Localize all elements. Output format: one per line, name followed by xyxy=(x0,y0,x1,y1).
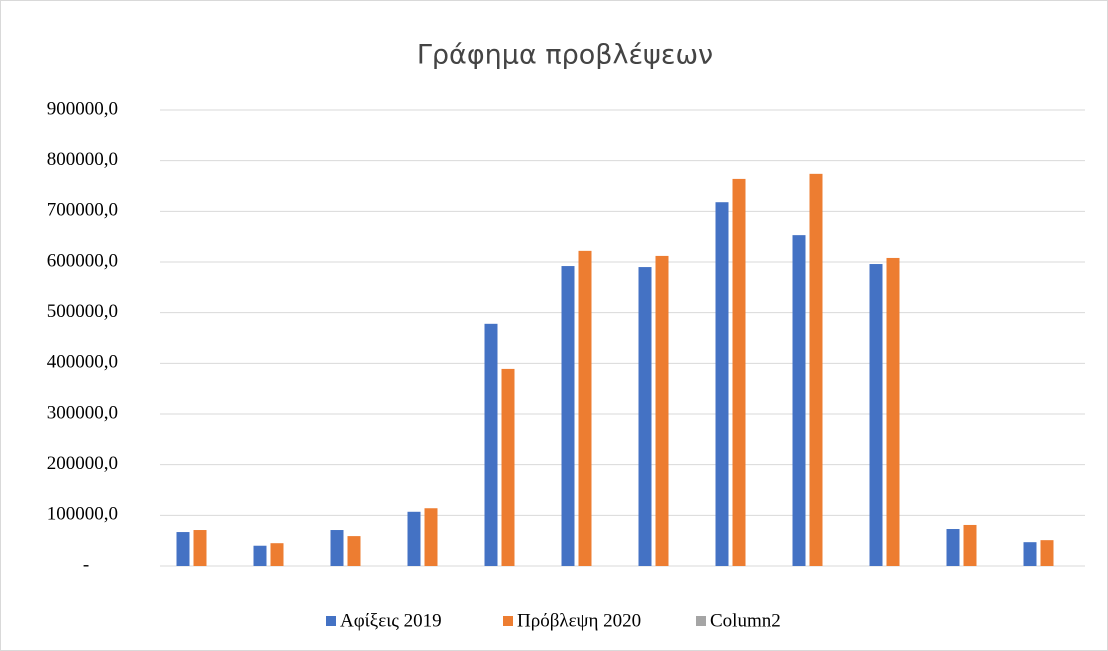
bar xyxy=(1023,542,1037,566)
legend-swatch xyxy=(696,616,706,626)
y-tick-label: 300000,0 xyxy=(47,402,118,423)
bar xyxy=(253,545,267,566)
legend-swatch xyxy=(503,616,513,626)
y-tick-label: 200000,0 xyxy=(47,453,118,474)
bar xyxy=(886,257,900,566)
bar xyxy=(578,250,592,566)
y-tick-label: 500000,0 xyxy=(47,301,118,322)
bar xyxy=(809,173,823,566)
bar xyxy=(424,508,438,566)
bar xyxy=(963,524,977,566)
bar xyxy=(792,235,806,566)
bar xyxy=(561,266,575,566)
bar xyxy=(270,543,284,566)
bar xyxy=(501,368,515,566)
legend-swatch xyxy=(326,616,336,626)
y-tick-label: 900000,0 xyxy=(47,98,118,119)
bar xyxy=(407,511,421,566)
bar xyxy=(732,178,746,566)
bar xyxy=(193,530,207,566)
legend-label: Αφίξεις 2019 xyxy=(340,610,442,631)
y-tick-label: 800000,0 xyxy=(47,149,118,170)
bar xyxy=(655,255,669,567)
y-tick-label: 100000,0 xyxy=(47,504,118,525)
bar xyxy=(176,532,190,566)
chart-title: Γράφημα προβλέψεων xyxy=(417,40,713,71)
bar xyxy=(484,323,498,566)
y-tick-label: 700000,0 xyxy=(47,200,118,221)
bar xyxy=(347,536,361,566)
y-tick-label: - xyxy=(83,554,89,575)
bar xyxy=(638,267,652,566)
bar xyxy=(946,529,960,566)
y-tick-label: 600000,0 xyxy=(47,250,118,271)
bar xyxy=(715,202,729,567)
bar xyxy=(1040,540,1054,566)
bar xyxy=(869,264,883,566)
bar xyxy=(330,530,344,566)
legend-label: Πρόβλεψη 2020 xyxy=(517,610,641,631)
legend-label: Column2 xyxy=(710,610,781,631)
y-tick-label: 400000,0 xyxy=(47,352,118,373)
